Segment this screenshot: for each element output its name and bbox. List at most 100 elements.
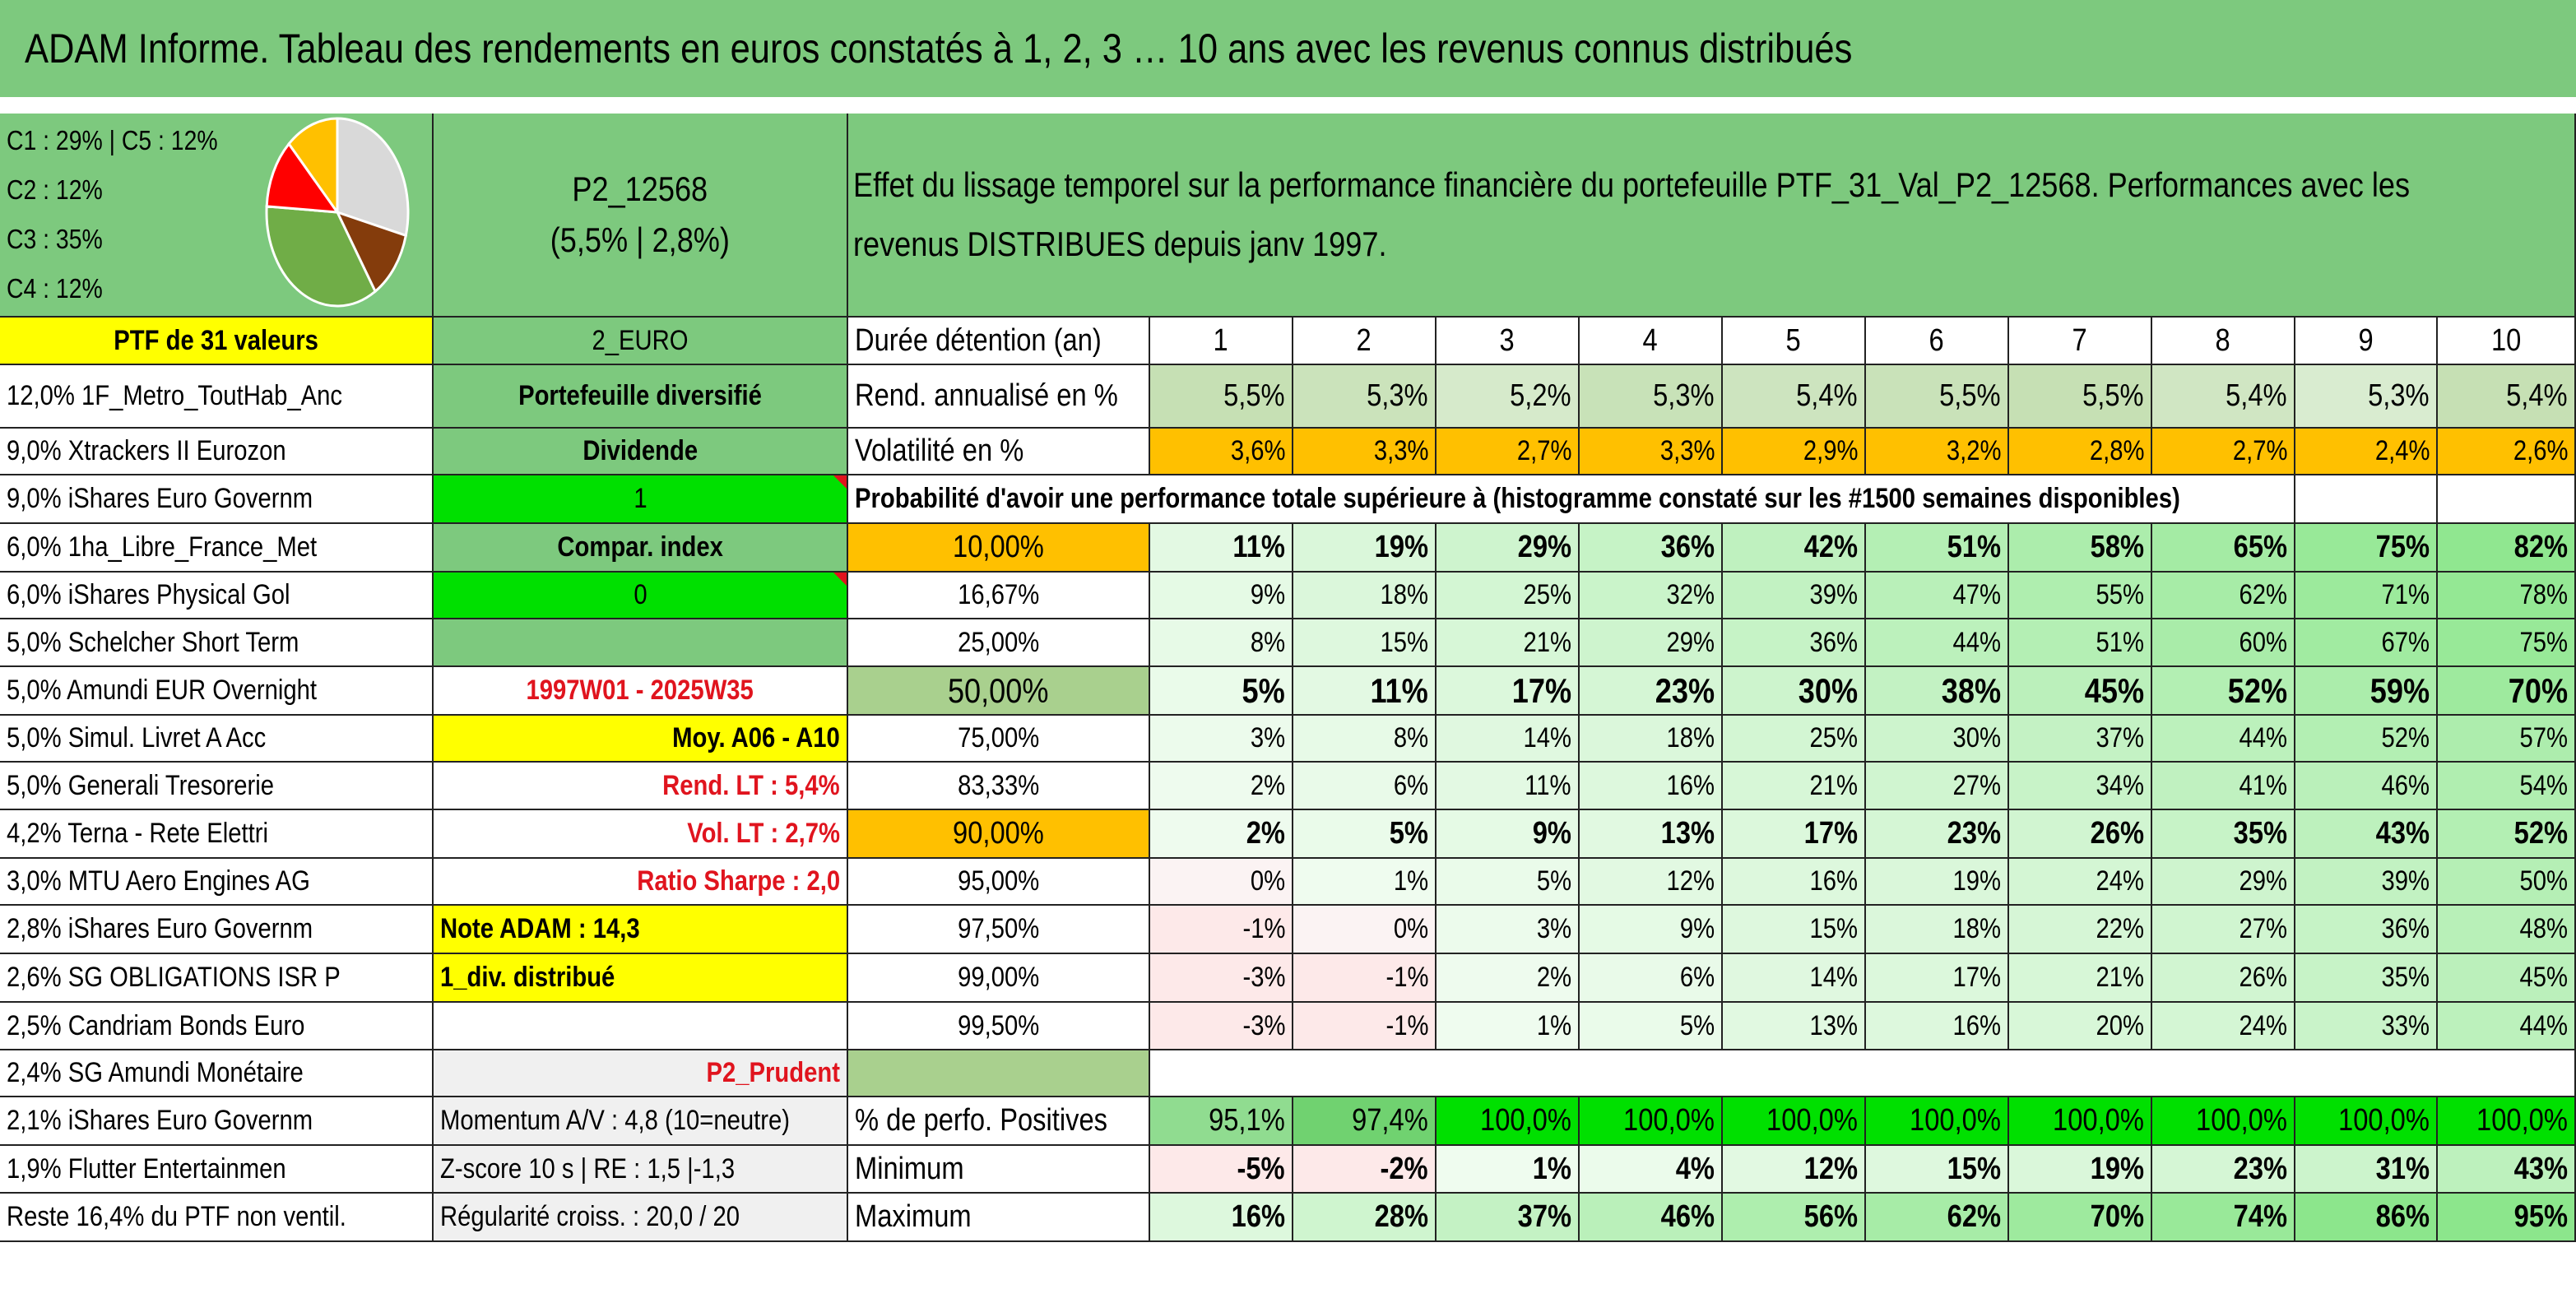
return-label-text: Rend. annualisé en % xyxy=(855,378,1118,413)
maximum-value: 62% xyxy=(1866,1194,2009,1242)
probability-value: 24% xyxy=(2009,859,2152,906)
positive-value: 100,0% xyxy=(1723,1097,1866,1146)
probability-value: 18% xyxy=(1293,573,1437,619)
probability-value: 1% xyxy=(1437,1003,1580,1050)
probability-value-text: 19% xyxy=(1374,530,1428,564)
probability-value-text: 45% xyxy=(2084,670,2144,710)
probability-value-text: -1% xyxy=(1242,913,1285,944)
probability-value-text: 5% xyxy=(1679,1009,1715,1041)
probability-value: 26% xyxy=(2152,954,2295,1003)
probability-value: 27% xyxy=(1866,763,2009,810)
holding-row-text: 9,0% iShares Euro Governm xyxy=(7,483,313,514)
annual-return-value-text: 5,4% xyxy=(1796,378,1858,413)
flag-one-text: 1 xyxy=(633,483,647,514)
probability-threshold: 97,50% xyxy=(848,906,1150,954)
probability-value-text: 42% xyxy=(1803,530,1858,564)
minimum-value: 43% xyxy=(2438,1146,2576,1194)
positive-value-text: 100,0% xyxy=(2196,1103,2287,1138)
probability-value: 5% xyxy=(1150,667,1293,716)
flag-zero-text: 0 xyxy=(633,579,647,610)
risk-profile-text: P2_Prudent xyxy=(706,1057,840,1088)
minimum-value-text: 19% xyxy=(2090,1151,2144,1186)
minimum-value: 4% xyxy=(1580,1146,1723,1194)
probability-value: 82% xyxy=(2438,524,2576,573)
probability-value: 15% xyxy=(1723,906,1866,954)
probability-value-text: 16% xyxy=(1666,769,1715,801)
probability-value: 20% xyxy=(2009,1003,2152,1050)
probability-value: 37% xyxy=(2009,716,2152,763)
probability-value-text: 18% xyxy=(1666,722,1715,753)
probability-value-text: 16% xyxy=(1809,865,1858,897)
positive-value-text: 97,4% xyxy=(1352,1103,1428,1138)
regularity-text: Régularité croiss. : 20,0 / 20 xyxy=(440,1201,740,1232)
minimum-value: 19% xyxy=(2009,1146,2152,1194)
probability-value: 0% xyxy=(1293,906,1437,954)
holding-row-text: 5,0% Generali Tresorerie xyxy=(7,769,275,801)
probability-value-text: 24% xyxy=(2239,1009,2287,1041)
volatility-value: 2,8% xyxy=(2009,429,2152,475)
maximum-value: 16% xyxy=(1150,1194,1293,1242)
probability-value-text: 11% xyxy=(1370,670,1428,710)
probability-value: 30% xyxy=(1723,667,1866,716)
annual-return-value: 5,3% xyxy=(1293,365,1437,429)
duree-label: Durée détention (an) xyxy=(848,318,1150,365)
probability-value: 75% xyxy=(2438,619,2576,667)
probability-value: 21% xyxy=(2009,954,2152,1003)
positive-label: % de perfo. Positives xyxy=(848,1097,1150,1146)
volatility-value: 2,6% xyxy=(2438,429,2576,475)
probability-value: 17% xyxy=(1866,954,2009,1003)
probability-value-text: 29% xyxy=(1666,626,1715,658)
probability-value: 5% xyxy=(1293,810,1437,859)
probability-value: 33% xyxy=(2295,1003,2438,1050)
maximum-value: 74% xyxy=(2152,1194,2295,1242)
probability-value-text: 2% xyxy=(1536,962,1571,993)
probability-value-text: 19% xyxy=(1952,865,2001,897)
positive-label-text: % de perfo. Positives xyxy=(855,1103,1107,1138)
positive-value: 100,0% xyxy=(2009,1097,2152,1146)
minimum-value: 15% xyxy=(1866,1146,2009,1194)
volatility-value-text: 2,7% xyxy=(2232,435,2287,466)
probability-value-text: 82% xyxy=(2513,530,2568,564)
separator xyxy=(0,97,2576,114)
probability-value-text: 62% xyxy=(2239,579,2287,610)
volatility-value-text: 3,6% xyxy=(1230,435,1285,466)
probability-value-text: 44% xyxy=(1952,626,2001,658)
positive-value-text: 95,1% xyxy=(1209,1103,1285,1138)
annual-return-value-text: 5,5% xyxy=(2082,378,2144,413)
pie-slice-c3 xyxy=(265,205,377,308)
probability-value-text: 15% xyxy=(1380,626,1428,658)
year-header-text: 8 xyxy=(2215,322,2231,358)
probability-threshold: 99,50% xyxy=(848,1003,1150,1050)
probability-value: 21% xyxy=(1723,763,1866,810)
report-grid: C1 : 29% | C5 : 12% C2 : 12% C3 : 35% C4… xyxy=(0,114,2576,1289)
year-header-text: 7 xyxy=(2072,322,2088,358)
probability-value-text: 36% xyxy=(1660,530,1715,564)
annual-return-value-text: 5,3% xyxy=(1653,378,1715,413)
maximum-value-text: 28% xyxy=(1374,1199,1428,1234)
probability-value-text: 21% xyxy=(1523,626,1571,658)
probability-value-text: 15% xyxy=(1809,913,1858,944)
probability-threshold-text: 99,50% xyxy=(957,1009,1040,1041)
long-term-return-text: Rend. LT : 5,4% xyxy=(662,769,840,801)
probability-value-text: 41% xyxy=(2239,769,2287,801)
probability-value: 46% xyxy=(2295,763,2438,810)
probability-value-text: 58% xyxy=(2090,530,2144,564)
probability-value-text: 27% xyxy=(1952,769,2001,801)
positive-value-text: 100,0% xyxy=(1623,1103,1715,1138)
probability-value: 22% xyxy=(2009,906,2152,954)
holding-row-text: 5,0% Schelcher Short Term xyxy=(7,626,299,658)
probability-value: 3% xyxy=(1437,906,1580,954)
maximum-value: 56% xyxy=(1723,1194,1866,1242)
probability-value: 23% xyxy=(1866,810,2009,859)
probability-value: 27% xyxy=(2152,906,2295,954)
year-header: 3 xyxy=(1437,318,1580,365)
volatility-value-text: 3,3% xyxy=(1659,435,1715,466)
probability-value: 17% xyxy=(1437,667,1580,716)
year-header: 8 xyxy=(2152,318,2295,365)
probability-value-text: 52% xyxy=(2513,816,2568,851)
probability-value-text: 11% xyxy=(1232,530,1285,564)
annual-return-value: 5,2% xyxy=(1437,365,1580,429)
probability-threshold-text: 25,00% xyxy=(957,626,1040,658)
annual-return-value: 5,4% xyxy=(2438,365,2576,429)
probability-value-text: 8% xyxy=(1250,626,1285,658)
